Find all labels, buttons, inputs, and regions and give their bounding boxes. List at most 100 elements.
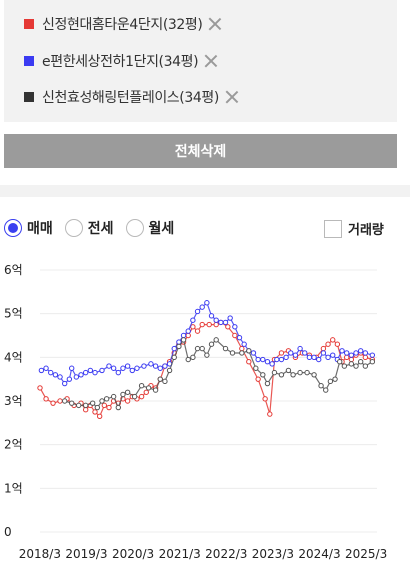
data-point (362, 363, 369, 369)
data-point (82, 369, 89, 376)
data-point (250, 350, 257, 356)
data-point (106, 363, 112, 369)
data-point (38, 367, 45, 374)
close-icon[interactable] (208, 17, 222, 31)
volume-label: 거래량 (348, 223, 384, 238)
x-tick-label: 2020/3 (112, 547, 154, 561)
data-point (89, 400, 96, 406)
price-chart-svg: 0 1억 2억 3억 4억 5억 6억 2018/3 2019/3 2020/3 2021/3 202… (4, 263, 387, 561)
price-chart: 0 1억 2억 3억 4억 5억 6억 2018/3 2019/3 2020/3 2021/3 202… (0, 258, 410, 571)
radio-monthly-rent[interactable]: 월세 (125, 218, 174, 238)
data-point (199, 321, 205, 328)
data-point (306, 354, 313, 361)
data-point (357, 359, 364, 365)
section-divider (0, 185, 410, 197)
data-point (260, 372, 266, 378)
data-point (222, 319, 229, 326)
data-point (57, 398, 63, 404)
data-point (278, 372, 285, 378)
x-tick-label: 2022/3 (205, 547, 247, 561)
close-icon[interactable] (225, 90, 239, 104)
data-point (115, 404, 122, 411)
data-point (297, 345, 303, 352)
data-point (145, 385, 152, 391)
close-icon[interactable] (204, 54, 218, 68)
data-point (320, 345, 327, 352)
data-point (264, 380, 271, 387)
radio-jeonse[interactable]: 전세 (64, 218, 114, 238)
color-swatch-dark (24, 92, 34, 102)
data-point (94, 404, 101, 411)
data-point (255, 356, 261, 363)
color-swatch-blue (24, 56, 34, 66)
data-point (246, 359, 252, 365)
delete-all-button[interactable]: 전체삭제 (4, 134, 397, 168)
data-point (103, 396, 110, 402)
data-point (239, 345, 245, 352)
data-point (152, 387, 159, 393)
data-point (180, 337, 187, 343)
data-point (344, 350, 350, 356)
volume-checkbox[interactable]: 거래량 (324, 219, 384, 238)
radio-checked-icon[interactable] (4, 219, 22, 237)
radio-label: 매매 (27, 221, 53, 237)
data-point (166, 367, 173, 374)
data-point (124, 363, 131, 369)
data-point (194, 308, 201, 315)
data-point (185, 356, 191, 363)
data-point (255, 376, 261, 382)
data-point (285, 367, 292, 374)
data-point (337, 359, 343, 365)
data-point (99, 398, 105, 404)
x-tick-label: 2023/3 (252, 547, 294, 561)
data-point (206, 321, 212, 328)
radio-unchecked-icon[interactable] (64, 219, 83, 237)
data-point (62, 380, 68, 387)
data-point (194, 345, 201, 352)
y-tick-label: 5억 (4, 307, 23, 321)
data-point (318, 383, 324, 389)
data-point (232, 324, 238, 330)
data-point (362, 354, 369, 361)
data-point (222, 345, 229, 352)
x-tick-label: 2019/3 (65, 547, 107, 561)
data-point (348, 352, 355, 358)
data-point (348, 361, 355, 367)
data-point (278, 350, 285, 356)
data-point (92, 369, 98, 376)
data-point (157, 365, 163, 371)
checkbox-icon[interactable] (324, 219, 342, 238)
radio-sale[interactable]: 매매 (4, 218, 53, 238)
data-point (325, 354, 331, 361)
data-point (115, 369, 122, 376)
data-point (78, 372, 84, 378)
data-point (348, 356, 355, 363)
data-point (229, 350, 236, 356)
data-point (283, 354, 289, 361)
data-point (43, 396, 49, 402)
data-point (185, 328, 191, 334)
data-point (37, 385, 43, 391)
data-point (330, 337, 336, 343)
data-point (171, 354, 177, 361)
data-point (278, 356, 285, 363)
data-point (327, 378, 334, 385)
y-tick-label: 2억 (4, 438, 23, 452)
x-tick-label: 2024/3 (298, 547, 340, 561)
data-point (218, 319, 224, 326)
data-point (271, 369, 278, 376)
data-point (288, 350, 294, 356)
data-point (138, 393, 145, 400)
data-point (138, 383, 145, 389)
data-point (68, 365, 75, 371)
data-point (264, 359, 271, 365)
data-point (101, 402, 108, 409)
data-point (311, 354, 317, 361)
radio-unchecked-icon[interactable] (125, 219, 144, 237)
y-tick-label: 0 (4, 525, 12, 539)
data-point (148, 361, 154, 367)
data-point (199, 345, 205, 352)
data-point (253, 365, 259, 371)
data-point (204, 352, 210, 358)
data-point (75, 402, 82, 409)
